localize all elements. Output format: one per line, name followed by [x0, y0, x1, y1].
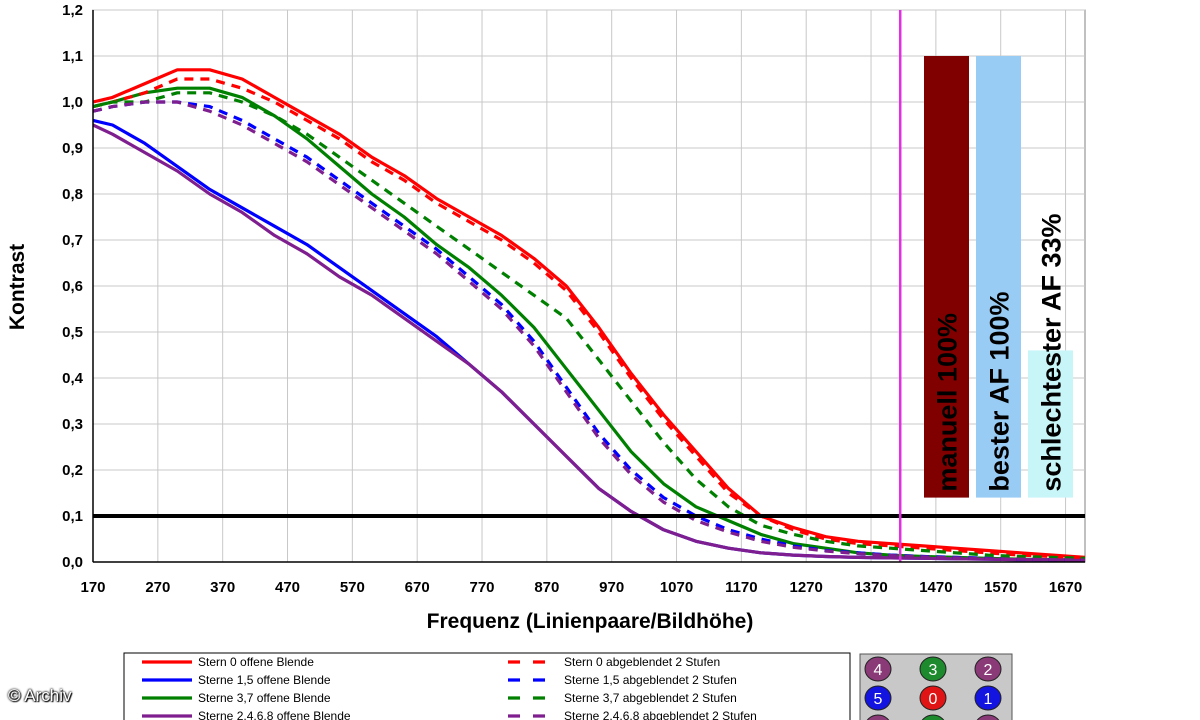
reference-lines [93, 10, 1085, 562]
focus-bar [1028, 350, 1073, 498]
y-tick-label: 0,4 [62, 370, 84, 387]
y-tick-label: 0,8 [62, 186, 83, 203]
legend-box [123, 652, 851, 720]
legend-label: Sterne 3,7 offene Blende [198, 691, 331, 705]
star-position-badges: 4 3 2 5 0 1 [859, 653, 1013, 720]
star-badge-label: 3 [929, 662, 938, 679]
legend-label: Sterne 2,4,6,8 abgeblendet 2 Stufen [564, 709, 757, 720]
legend-label: Sterne 3,7 abgeblendet 2 Stufen [564, 691, 737, 705]
focus-bar-label: manuell 100% [933, 313, 963, 492]
x-tick-label: 270 [145, 579, 170, 596]
star-badge [919, 685, 947, 711]
star-badge [974, 685, 1002, 711]
legend-label: Sterne 1,5 offene Blende [198, 673, 331, 687]
x-tick-label: 1470 [919, 579, 952, 596]
x-axis-title: Frequenz (Linienpaare/Bildhöhe) [427, 610, 754, 633]
legend-label: Sterne 2,4,6,8 offene Blende [198, 709, 351, 720]
focus-bar-label: schlechtester AF 33% [1037, 213, 1067, 491]
star-badge-label: 4 [874, 662, 883, 679]
x-tick-label: 1570 [984, 579, 1017, 596]
x-tick-label: 770 [470, 579, 495, 596]
x-tick-label: 1670 [1049, 579, 1082, 596]
series-line [92, 91, 1086, 560]
grid [92, 9, 1086, 563]
x-tick-label: 370 [210, 579, 235, 596]
y-tick-label: 0,5 [62, 324, 83, 341]
x-tick-label: 970 [599, 579, 624, 596]
y-tick-label: 1,2 [62, 2, 83, 19]
star-badge [976, 714, 1000, 720]
x-tick-label: 570 [340, 579, 365, 596]
series-line [92, 86, 1086, 562]
focus-bar [924, 56, 969, 498]
y-tick-label: 1,1 [62, 48, 83, 65]
star-badge [864, 656, 892, 682]
focus-bars: manuell 100% bester AF 100% schlechtester … [924, 56, 1073, 498]
y-tick-label: 0,2 [62, 462, 83, 479]
star-badge [919, 656, 947, 682]
y-tick-label: 0,3 [62, 416, 83, 433]
y-tick-label: 0,0 [62, 554, 83, 571]
series-line [92, 77, 1086, 559]
axes: 170 270 370 470 570 670 770 870 970 1070 1170 1270 1… [62, 2, 1085, 596]
star-badge [864, 685, 892, 711]
y-tick-label: 1,0 [62, 94, 83, 111]
legend-label: Sterne 1,5 abgeblendet 2 Stufen [564, 673, 737, 687]
star-badge [866, 714, 890, 720]
x-tick-label: 170 [80, 579, 105, 596]
star-badge [921, 714, 945, 720]
x-tick-label: 1170 [725, 579, 758, 596]
x-tick-label: 1070 [660, 579, 693, 596]
x-tick-label: 1270 [790, 579, 823, 596]
legend: Stern 0 offene Blende Sterne 1,5 offene B… [123, 652, 851, 720]
focus-bar-label: bester AF 100% [985, 292, 1015, 492]
series-lines [92, 68, 1086, 562]
focus-bar [976, 56, 1021, 498]
series-line [92, 100, 1086, 562]
legend-label: Stern 0 abgeblendet 2 Stufen [564, 655, 720, 669]
x-tick-label: 870 [534, 579, 559, 596]
star-badge [974, 656, 1002, 682]
star-badge-label: 2 [984, 662, 993, 679]
star-badge-label: 5 [874, 691, 883, 708]
star-badge-label: 1 [984, 691, 993, 708]
x-tick-label: 670 [405, 579, 430, 596]
y-tick-label: 0,7 [62, 232, 83, 249]
series-line [92, 123, 1086, 562]
legend-label: Stern 0 offene Blende [198, 655, 314, 669]
x-tick-label: 1370 [854, 579, 887, 596]
star-badge-label: 0 [929, 691, 938, 708]
y-axis-title: Kontrast [6, 244, 29, 330]
x-tick-label: 470 [275, 579, 300, 596]
y-tick-label: 0,9 [62, 140, 83, 157]
y-tick-label: 0,1 [62, 508, 83, 525]
y-tick-label: 0,6 [62, 278, 83, 295]
copyright-note: © Archiv [8, 686, 72, 705]
series-line [92, 68, 1086, 559]
